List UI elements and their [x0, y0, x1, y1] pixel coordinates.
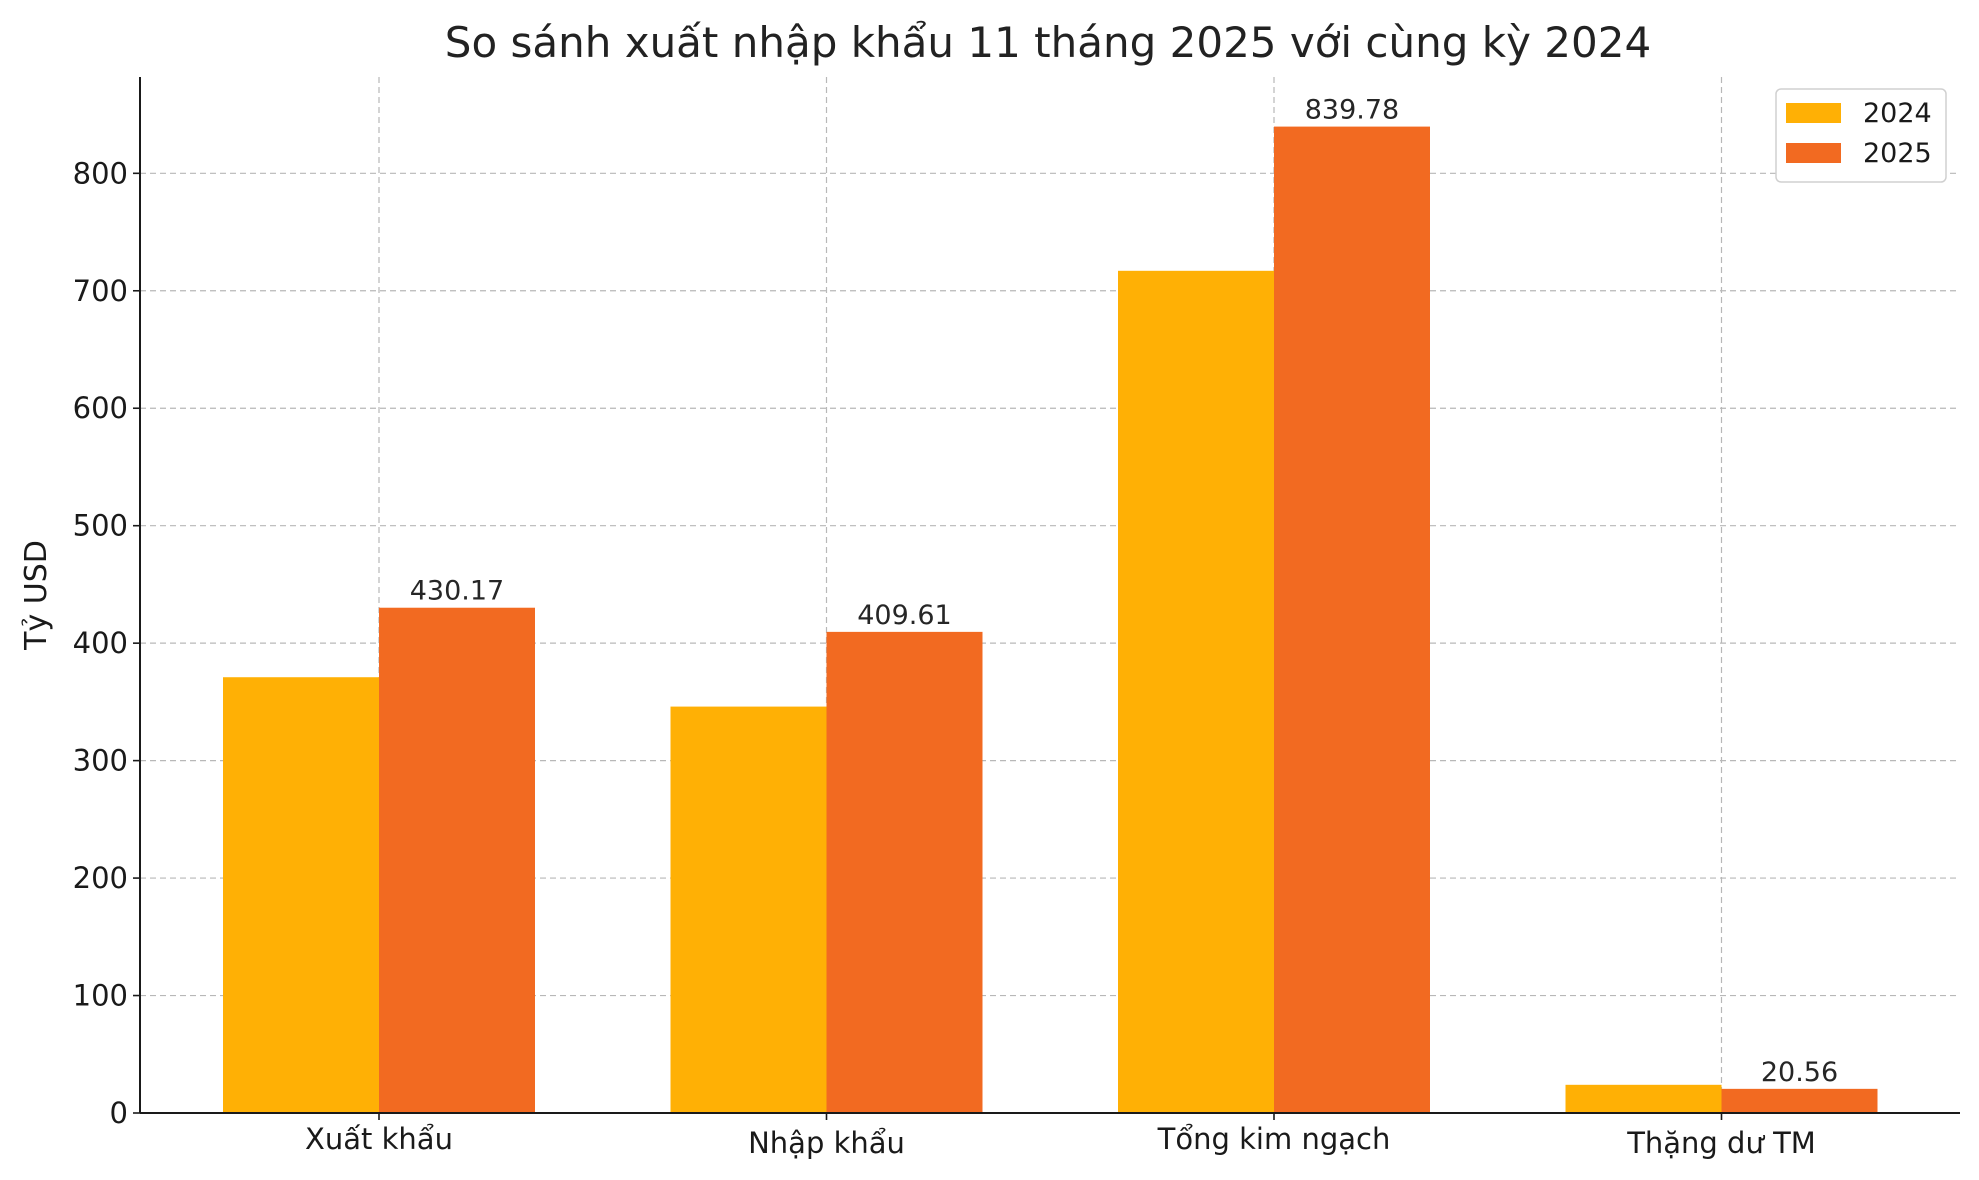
bar-2024-1 [670, 706, 827, 1113]
legend-label: 2024 [1863, 98, 1932, 129]
y-tick-label: 0 [110, 1096, 128, 1130]
y-tick-label: 100 [73, 979, 128, 1013]
bar-2025-2 [1274, 126, 1430, 1114]
x-tick-label: Xuất khẩu [305, 1122, 453, 1156]
x-tick-label: Thặng dư TM [1626, 1126, 1816, 1160]
bar-2025-3 [1721, 1088, 1878, 1113]
legend-swatch-2024 [1786, 103, 1841, 123]
bar-value-label: 430.17 [410, 576, 504, 607]
y-tick-label: 400 [73, 626, 128, 660]
y-tick-label: 700 [73, 274, 128, 308]
legend-label: 2025 [1863, 138, 1932, 169]
bar-2024-0 [223, 677, 379, 1113]
bar-value-label: 839.78 [1305, 95, 1399, 126]
axes [139, 77, 1960, 1114]
x-tick-label: Tổng kim ngạch [1157, 1122, 1391, 1156]
tick-labels: 0 100 200 300 400 500 600 700 800 Xuất khẩu Nhập k… [73, 156, 1816, 1160]
legend-swatch-2025 [1786, 143, 1841, 163]
y-tick-label: 300 [73, 744, 128, 778]
chart-title: So sánh xuất nhập khẩu 11 tháng 2025 với… [445, 18, 1651, 67]
legend: 2024 2025 [1775, 88, 1947, 183]
bar-value-label: 20.56 [1761, 1057, 1838, 1088]
bar-2025-0 [379, 607, 535, 1113]
y-tick-label: 800 [73, 156, 128, 190]
bars [223, 126, 1878, 1114]
y-axis-label: Tỷ USD [19, 540, 54, 651]
x-tick-label: Nhập khẩu [748, 1126, 905, 1160]
y-tick-label: 500 [73, 509, 128, 543]
data-labels: 430.17 409.61 839.78 20.56 [410, 95, 1838, 1088]
bar-2024-3 [1565, 1084, 1722, 1113]
y-tick-label: 200 [73, 861, 128, 895]
bar-2025-1 [826, 631, 983, 1113]
bar-2024-2 [1118, 270, 1274, 1113]
y-tick-label: 600 [73, 391, 128, 425]
bar-value-label: 409.61 [857, 600, 951, 631]
